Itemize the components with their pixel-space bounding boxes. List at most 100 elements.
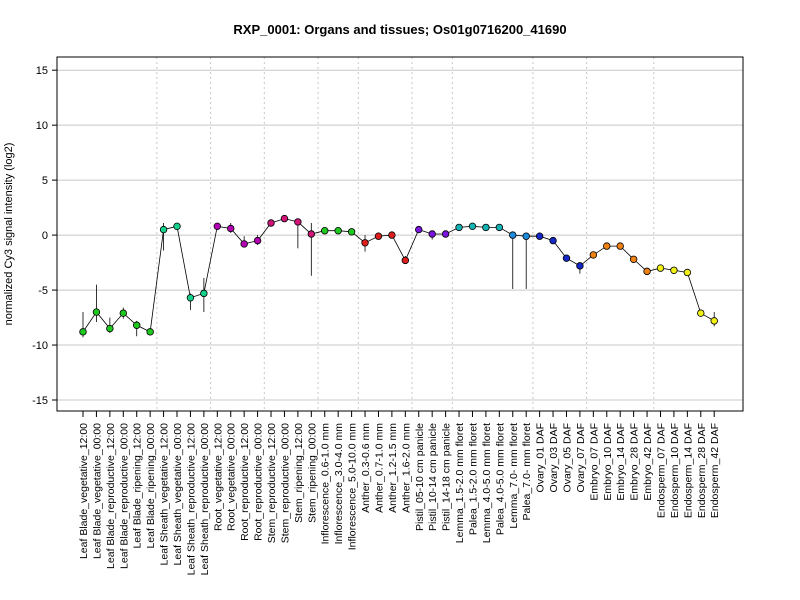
data-point bbox=[441, 230, 450, 238]
data-point bbox=[213, 222, 221, 231]
y-axis: -15 -10 -5 0 5 10 15 bbox=[32, 57, 58, 411]
x-tick-label: Root_vegetative_12:00 bbox=[212, 423, 224, 531]
data-point bbox=[495, 223, 504, 232]
x-tick-label: Inflorescence_0.6-1.0 mm bbox=[320, 423, 332, 545]
x-tick-label: Ovary_01 DAF bbox=[535, 423, 547, 492]
x-tick-label: Anther_1.6-2.0 mm bbox=[400, 423, 412, 513]
data-point bbox=[294, 218, 302, 226]
x-tick-label: Lemma_1.5-2.0 mm floret bbox=[454, 423, 466, 543]
data-point bbox=[159, 225, 168, 234]
x-tick-label: Leaf Sheath_vegetative_00:00 bbox=[172, 423, 184, 566]
y-axis-label: normalized Cy3 signal intensity (log2) bbox=[3, 143, 15, 326]
x-tick-label: Embryo_28 DAF bbox=[629, 423, 641, 501]
x-tick-label: Leaf Blade_vegetative_12:00 bbox=[78, 423, 90, 559]
x-tick-label: Leaf Blade_vegetative_00:00 bbox=[91, 423, 103, 559]
data-point bbox=[280, 214, 289, 223]
data-point bbox=[455, 223, 463, 232]
x-axis: Leaf Blade_vegetative_12:00 Leaf Blade_ve… bbox=[78, 411, 721, 575]
chart-title: RXP_0001: Organs and tissues; Os01g07162… bbox=[233, 22, 566, 37]
data-point bbox=[388, 231, 396, 239]
data-point bbox=[307, 230, 316, 238]
x-tick-label: Leaf Sheath_reproductive_12:00 bbox=[185, 423, 197, 576]
y-tick-label: 10 bbox=[36, 120, 48, 132]
x-tick-label: Root_vegetative_00:00 bbox=[226, 423, 238, 531]
data-point bbox=[670, 266, 678, 274]
x-tick-label: Lemma_7.0- mm floret bbox=[508, 423, 520, 529]
data-point bbox=[321, 227, 329, 235]
data-point bbox=[535, 232, 544, 240]
x-tick-label: Endosperm_10 DAF bbox=[669, 423, 681, 518]
x-tick-label: Inflorescence_5.0-10.0 mm bbox=[347, 423, 359, 550]
x-tick-label: Embryo_07 DAF bbox=[588, 423, 600, 501]
x-tick-label: Anther_0.7-1.0 mm bbox=[373, 423, 385, 513]
y-tick-label: -10 bbox=[32, 340, 48, 352]
x-tick-label: Palea_1.5-2.0 mm floret bbox=[467, 423, 479, 535]
horizontal-gridlines bbox=[57, 69, 743, 401]
x-tick-label: Anther_0.3-0.6 mm bbox=[360, 423, 372, 513]
data-point bbox=[629, 255, 638, 263]
y-tick-label: -15 bbox=[32, 395, 48, 407]
x-tick-label: Leaf Sheath_reproductive_00:00 bbox=[199, 423, 211, 576]
x-tick-label: Stem_ripening_00:00 bbox=[306, 423, 318, 523]
data-point bbox=[186, 294, 195, 302]
data-point bbox=[603, 242, 611, 250]
x-tick-label: Endosperm_28 DAF bbox=[696, 423, 708, 518]
data-point bbox=[119, 309, 127, 317]
data-point bbox=[347, 228, 356, 236]
plot-frame bbox=[56, 56, 744, 412]
x-tick-label: Palea_4.0-5.0 mm floret bbox=[494, 423, 506, 535]
data-point bbox=[401, 256, 410, 265]
data-point bbox=[683, 268, 692, 277]
data-point bbox=[361, 239, 369, 247]
data-point bbox=[173, 222, 181, 231]
data-point bbox=[697, 309, 705, 317]
x-tick-label: Stem_reproductive_12:00 bbox=[266, 423, 278, 543]
data-point bbox=[334, 227, 342, 235]
data-point bbox=[227, 224, 235, 233]
data-point bbox=[267, 219, 275, 227]
x-tick-label: Leaf Blade_reproductive_00:00 bbox=[118, 423, 130, 569]
x-tick-label: Anther_1.2-1.5 mm bbox=[387, 423, 399, 513]
x-tick-label: Stem_ripening_12:00 bbox=[293, 423, 305, 523]
x-tick-label: Pistil_10-14 cm panicle bbox=[427, 423, 439, 531]
x-tick-label: Ovary_07 DAF bbox=[575, 423, 587, 492]
data-point bbox=[133, 321, 141, 329]
x-tick-label: Root_reproductive_00:00 bbox=[253, 423, 265, 541]
x-tick-label: Endosperm_14 DAF bbox=[682, 423, 694, 518]
data-point bbox=[428, 230, 436, 238]
data-point bbox=[415, 225, 423, 234]
x-tick-label: Leaf Blade_ripening_12:00 bbox=[132, 423, 144, 549]
x-tick-label: Embryo_10 DAF bbox=[602, 423, 614, 501]
x-tick-label: Endosperm_42 DAF bbox=[709, 423, 721, 518]
x-tick-label: Inflorescence_3.0-4.0 mm bbox=[333, 423, 345, 545]
x-tick-label: Palea_7.0- mm floret bbox=[521, 423, 533, 521]
data-point bbox=[576, 262, 584, 270]
x-tick-label: Embryo_14 DAF bbox=[615, 423, 627, 501]
x-tick-label: Ovary_05 DAF bbox=[561, 423, 573, 492]
x-tick-label: Pistil_14-18 cm panicle bbox=[441, 423, 453, 531]
data-point bbox=[79, 328, 87, 336]
y-tick-label: 5 bbox=[42, 175, 48, 187]
x-tick-label: Root_reproductive_12:00 bbox=[239, 423, 251, 541]
data-point bbox=[482, 223, 490, 232]
data-point bbox=[549, 236, 557, 245]
data-point bbox=[509, 231, 517, 239]
x-tick-label: Ovary_03 DAF bbox=[548, 423, 560, 492]
x-tick-label: Leaf Sheath_vegetative_12:00 bbox=[159, 423, 171, 566]
y-tick-label: -5 bbox=[38, 285, 48, 297]
x-tick-label: Endosperm_07 DAF bbox=[655, 423, 667, 518]
data-point bbox=[562, 254, 571, 262]
x-tick-label: Leaf Blade_ripening_00:00 bbox=[145, 423, 157, 549]
data-point bbox=[656, 264, 665, 272]
data-point bbox=[374, 232, 383, 240]
data-point bbox=[106, 324, 114, 333]
data-point bbox=[253, 236, 262, 245]
x-tick-label: Lemma_4.0-5.0 mm floret bbox=[481, 423, 493, 543]
data-point bbox=[200, 289, 208, 298]
y-tick-label: 15 bbox=[36, 65, 48, 77]
group-separator-lines bbox=[156, 57, 655, 411]
data-point bbox=[710, 317, 718, 325]
data-point bbox=[522, 232, 530, 240]
data-point bbox=[240, 240, 248, 248]
